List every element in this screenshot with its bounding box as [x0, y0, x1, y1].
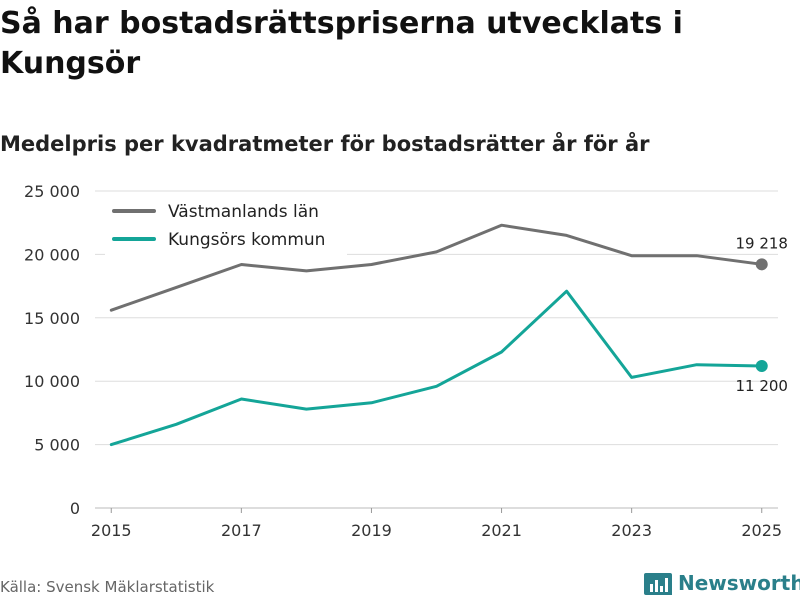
- end-value-label: 19 218: [735, 234, 788, 252]
- end-value-label: 11 200: [735, 377, 788, 395]
- x-tick-label: 2023: [611, 521, 652, 540]
- legend-label: Kungsörs kommun: [168, 230, 325, 250]
- series-lines: [109, 223, 768, 447]
- source-note: Källa: Svensk Mäklarstatistik: [0, 578, 215, 596]
- chart-title: Så har bostadsrättspriserna utvecklats i…: [0, 6, 683, 81]
- chart-subtitle: Medelpris per kvadratmeter för bostadsrä…: [0, 132, 650, 156]
- y-tick-label: 20 000: [24, 245, 80, 264]
- x-tick-label: 2019: [351, 521, 392, 540]
- x-tick-label: 2021: [481, 521, 522, 540]
- y-tick-label: 25 000: [24, 182, 80, 201]
- legend-label: Västmanlands län: [168, 202, 319, 222]
- y-tick-label: 0: [70, 499, 80, 518]
- y-tick-label: 15 000: [24, 309, 80, 328]
- series-end-point: [755, 359, 768, 372]
- series-end-point: [755, 258, 768, 271]
- legend-background: [105, 197, 347, 263]
- y-tick-label: 5 000: [34, 436, 80, 455]
- end-labels: 19 218 11 200: [735, 234, 788, 395]
- legend: Västmanlands län Kungsörs kommun: [105, 197, 347, 263]
- bar-chart-logo-icon: [644, 573, 672, 595]
- brand-name: Newsworthy: [678, 571, 800, 595]
- x-tick-label: 2015: [91, 521, 132, 540]
- y-tick-label: 10 000: [24, 372, 80, 391]
- series-line-kungsors-kommun: [109, 289, 764, 447]
- x-tick-label: 2025: [741, 521, 782, 540]
- y-axis-ticks: 0 5 000 10 000 15 000 20 000 25 000: [24, 182, 80, 518]
- brand-logo: Newsworthy: [644, 568, 800, 598]
- series-line-vastmanlands-lan: [109, 223, 764, 312]
- x-axis-ticks: 2015 2017 2019 2021 2023 2025: [91, 508, 782, 540]
- x-tick-label: 2017: [221, 521, 262, 540]
